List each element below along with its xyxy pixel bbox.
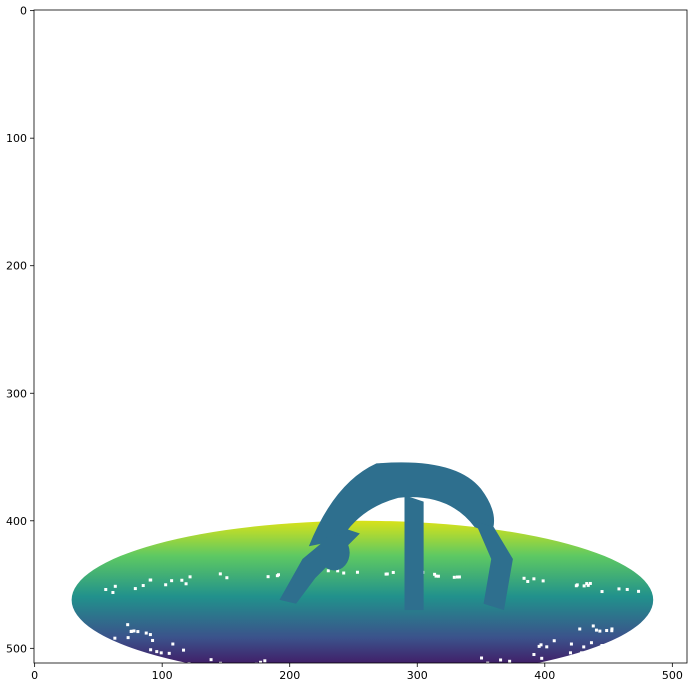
x-tick-label: 500 — [662, 669, 683, 682]
y-tick-label: 200 — [6, 260, 27, 273]
y-tick-label: 300 — [6, 387, 27, 400]
axes-frame — [33, 9, 688, 664]
y-tick-label: 500 — [6, 642, 27, 655]
x-tick-label: 200 — [279, 669, 300, 682]
y-tick-label: 100 — [6, 132, 27, 145]
y-tick-label: 400 — [6, 515, 27, 528]
x-tick-label: 100 — [152, 669, 173, 682]
floor-ellipse — [71, 520, 654, 663]
speckle-noise — [104, 569, 641, 663]
image-layer — [71, 462, 654, 663]
x-tick-label: 400 — [534, 669, 555, 682]
axes: 0 100 200 300 400 500 0 100 200 300 400 500 — [6, 5, 688, 682]
y-tick-label: 0 — [20, 5, 27, 18]
subject-silhouette — [279, 462, 513, 611]
x-tick-label: 0 — [31, 669, 38, 682]
x-tick-label: 300 — [407, 669, 428, 682]
